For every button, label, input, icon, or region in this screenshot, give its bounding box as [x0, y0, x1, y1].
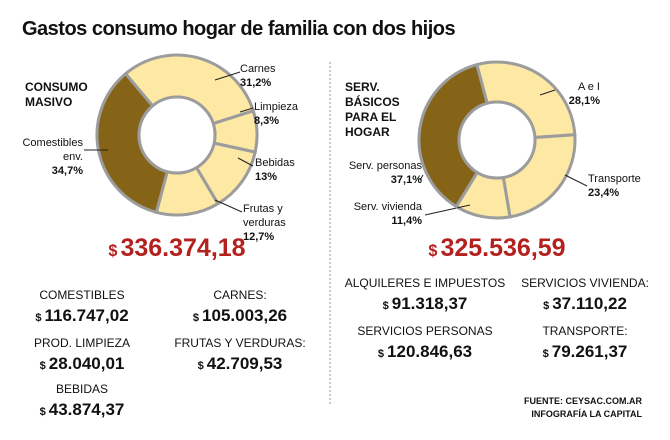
category-label: Comestibles env.: [22, 137, 83, 163]
category-label: A e I: [577, 81, 600, 93]
expense-item: BEBIDAS $43.874,37: [40, 382, 125, 420]
item-label: TRANSPORTE:: [542, 324, 628, 338]
item-amount: $28.040,01: [34, 354, 130, 374]
category-label: Limpieza: [254, 101, 299, 113]
segment-label: Bebidas 13%: [255, 156, 315, 184]
expense-item: SERVICIOS VIVIENDA: $37.110,22: [521, 276, 649, 314]
category-label: Serv. personas: [348, 160, 422, 172]
donut-hole: [137, 95, 217, 175]
total-amount: $336.374,18: [108, 234, 245, 263]
leader-line: [239, 107, 254, 113]
item-label: ALQUILERES E IMPUESTOS: [344, 276, 506, 290]
currency: $: [542, 348, 549, 360]
segment-label: Serv. vivienda 11,4%: [330, 200, 422, 228]
value-label: 31,2%: [240, 77, 272, 89]
total-amount: $325.536,59: [428, 234, 565, 263]
currency: $: [543, 300, 550, 312]
category-label: Serv. vivienda: [353, 201, 422, 213]
expense-item: PROD. LIMPIEZA $28.040,01: [34, 336, 130, 374]
donut-hole: [457, 100, 537, 180]
amount-value: 120.846,63: [387, 342, 473, 361]
amount-value: 37.110,22: [552, 294, 627, 313]
leader-line: [424, 204, 471, 216]
amount-value: 91.318,37: [391, 294, 468, 313]
item-amount: $42.709,53: [174, 354, 305, 374]
value-label: 23,4%: [588, 187, 620, 199]
expense-item: SERVICIOS PERSONAS $120.846,63: [357, 324, 492, 362]
category-label: Bebidas: [255, 157, 295, 169]
amount-value: 79.261,37: [551, 342, 628, 361]
item-amount: $116.747,02: [35, 306, 128, 326]
leader-line: [419, 174, 424, 181]
amount-value: 116.747,02: [44, 306, 129, 325]
value-label: 37,1%: [390, 174, 422, 186]
page-title: Gastos consumo hogar de familia con dos …: [22, 18, 456, 40]
item-amount: $91.318,37: [345, 294, 506, 314]
segment-label: Limpieza 8,3%: [254, 100, 314, 128]
footer-note: INFOGRAFÍA LA CAPITAL: [531, 409, 642, 419]
currency: $: [428, 242, 438, 260]
category-label: Frutas y verduras: [243, 203, 286, 229]
segment-label: Comestibles env. 34,7%: [5, 136, 83, 178]
item-amount: $43.874,37: [40, 400, 125, 420]
amount-value: 105.003,26: [202, 306, 288, 325]
item-label: BEBIDAS: [55, 382, 109, 396]
currency: $: [108, 242, 118, 260]
leader-line: [539, 89, 556, 96]
value-label: 11,4%: [391, 215, 422, 227]
currency: $: [39, 360, 46, 372]
item-label: PROD. LIMPIEZA: [33, 336, 131, 350]
value-label: 34,7%: [51, 165, 83, 177]
item-label: SERVICIOS PERSONAS: [357, 324, 493, 338]
item-label: FRUTAS Y VERDURAS:: [174, 336, 306, 350]
segment-label: Transporte 23,4%: [588, 172, 658, 200]
segment-label: Frutas y verduras 12,7%: [243, 202, 313, 244]
category-label: Transporte: [588, 173, 641, 185]
total-value: 336.374,18: [120, 234, 246, 262]
expense-item: TRANSPORTE: $79.261,37: [542, 324, 627, 362]
expense-item: ALQUILERES E IMPUESTOS $91.318,37: [345, 276, 506, 314]
currency: $: [35, 312, 42, 324]
leader-line: [214, 199, 243, 213]
footer-note: FUENTE: CEYSAC.COM.AR: [523, 396, 642, 406]
chart-title: CONSUMO MASIVO: [25, 80, 88, 109]
currency: $: [39, 406, 46, 418]
expense-item: CARNES: $105.003,26: [193, 288, 287, 326]
value-label: 28,1%: [568, 95, 600, 107]
chart-title: SERV. BÁSICOS PARA EL HOGAR: [345, 80, 400, 139]
item-label: SERVICIOS VIVIENDA:: [521, 276, 649, 290]
leader-line: [237, 157, 254, 167]
expense-item: COMESTIBLES $116.747,02: [35, 288, 128, 326]
expense-item: FRUTAS Y VERDURAS: $42.709,53: [174, 336, 305, 374]
item-amount: $79.261,37: [542, 342, 628, 362]
amount-value: 28.040,01: [48, 354, 125, 373]
value-label: 13%: [255, 171, 278, 183]
leader-line: [564, 174, 588, 187]
item-label: COMESTIBLES: [39, 288, 125, 302]
currency: $: [377, 348, 385, 360]
amount-value: 42.709,53: [206, 354, 283, 373]
segment-label: Serv. personas 37,1%: [330, 159, 422, 187]
currency: $: [382, 300, 389, 312]
total-value: 325.536,59: [440, 234, 566, 262]
leader-line: [214, 71, 241, 81]
item-amount: $37.110,22: [521, 294, 649, 314]
item-amount: $105.003,26: [193, 306, 287, 326]
value-label: 8,3%: [254, 115, 280, 127]
amount-value: 43.874,37: [48, 400, 125, 419]
currency: $: [192, 312, 200, 324]
currency: $: [197, 360, 204, 372]
segment-label: A e I 28,1%: [540, 80, 600, 108]
item-amount: $120.846,63: [357, 342, 492, 362]
segment-label: Carnes 31,2%: [240, 62, 310, 90]
item-label: CARNES:: [213, 288, 267, 302]
category-label: Carnes: [240, 63, 276, 75]
value-label: 12,7%: [243, 231, 275, 243]
